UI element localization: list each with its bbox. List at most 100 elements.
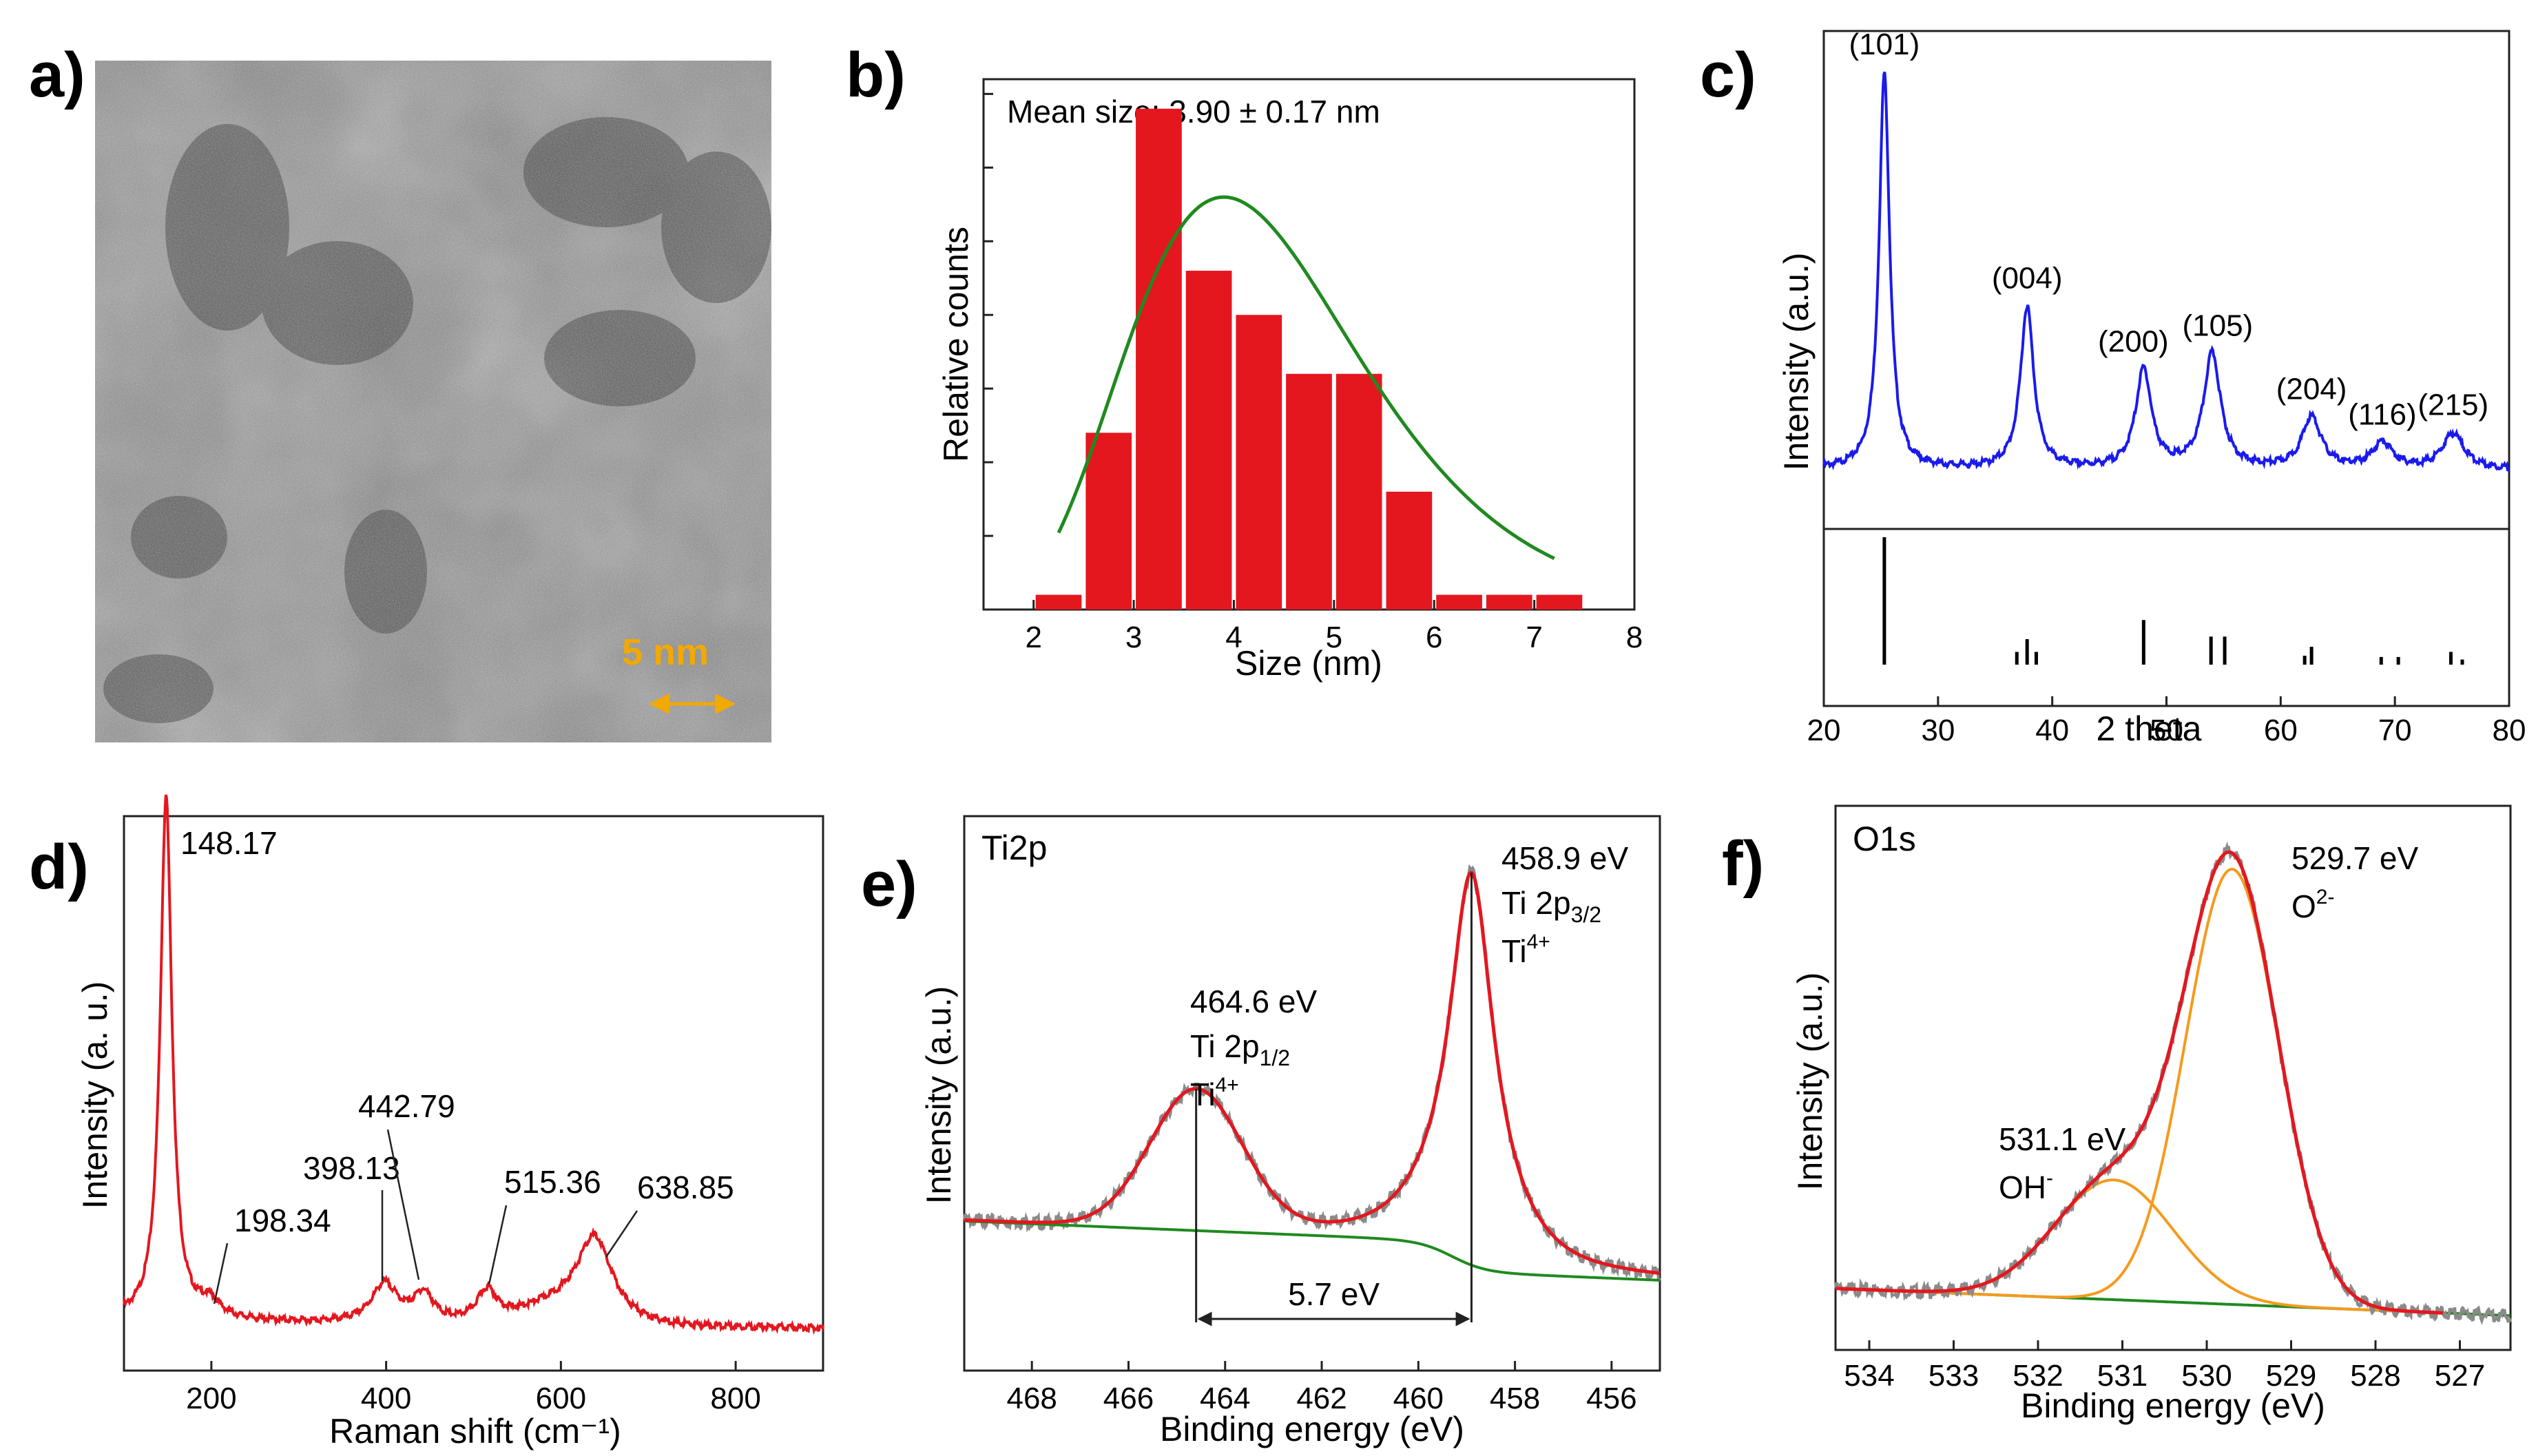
ti2p-xtick-label: 460 — [1393, 1382, 1444, 1415]
histogram-bar — [1286, 373, 1332, 610]
raman-chart: 148.17 198.34 398.13 442.79 515.36 638.85 200… — [76, 794, 824, 1450]
o1s-xtick-label: 531 — [2097, 1359, 2148, 1393]
raman-xtick-label: 600 — [536, 1382, 586, 1415]
histogram-bar — [1236, 315, 1282, 610]
xrd-xtick-label: 70 — [2378, 714, 2412, 747]
xrd-pattern — [1822, 71, 2510, 472]
ti2p-peak-ion: Ti4+ — [1501, 930, 1550, 969]
xrd-chart: (101) (004) (200) (105) (204)(116) (215) 20 30… — [1777, 28, 2526, 748]
panel-label-c: c) — [1700, 40, 1756, 110]
xrd-xtick-label: 40 — [2035, 714, 2069, 747]
panel-label-e: e) — [861, 849, 917, 919]
o1s-xtick-label: 530 — [2181, 1359, 2232, 1393]
xps-ti2p-chart: Ti2p 5.7 eV 464.6 eV Ti 2p1/2 Ti4+ 458.9 eV T… — [919, 815, 1661, 1448]
histogram-xtick-label: 6 — [1426, 621, 1442, 654]
xrd-xtick-label: 80 — [2493, 714, 2526, 747]
ti2p-title: Ti2p — [981, 829, 1047, 867]
ti2p-xtick-label: 462 — [1296, 1382, 1347, 1415]
xrd-ylabel: Intensity (a.u.) — [1777, 253, 1816, 471]
raman-peak-label: 148.17 — [180, 825, 278, 861]
o1s-peak-energy: 531.1 eV — [1999, 1121, 2125, 1157]
raman-peak-leader — [605, 1210, 638, 1258]
histogram-fit-curve — [1057, 195, 1555, 561]
o1s-oh-component — [1903, 1178, 2409, 1313]
histogram-bar — [1436, 594, 1482, 610]
scale-bar-label: 5 nm — [622, 632, 709, 673]
o1s-xtick-label: 529 — [2266, 1359, 2316, 1393]
histogram-bar — [1536, 594, 1583, 610]
mean-size-annotation: Mean size: 3.90 ± 0.17 nm — [1007, 94, 1380, 129]
histogram-xtick-label: 7 — [1526, 621, 1542, 654]
tem-image: 5 nm — [95, 61, 771, 742]
ti2p-xtick-label: 458 — [1490, 1382, 1540, 1415]
raman-spectrum — [123, 794, 824, 1335]
o1s-title: O1s — [1853, 820, 1916, 858]
histogram-bar — [1486, 594, 1532, 610]
o1s-peak-species: OH- — [1999, 1167, 2053, 1205]
xrd-peak-label: (004) — [1992, 261, 2063, 295]
raman-peak-label: 398.13 — [303, 1150, 400, 1186]
panel-label-b: b) — [846, 40, 906, 110]
o1s-xtick-label: 527 — [2435, 1359, 2485, 1393]
histogram-bar — [1386, 491, 1433, 610]
xrd-peak-label: (215) — [2418, 388, 2488, 422]
raman-peak-label: 638.85 — [637, 1169, 734, 1205]
o1s-xtick-label: 528 — [2350, 1359, 2400, 1393]
raman-xtick-label: 200 — [186, 1382, 236, 1415]
histogram-chart: Mean size: 3.90 ± 0.17 nm 2 3 4 5 6 7 8 Size (… — [937, 78, 1643, 683]
histogram-bar — [1185, 271, 1232, 610]
ti2p-raw-curve — [963, 864, 1661, 1282]
raman-xlabel: Raman shift (cm⁻¹) — [329, 1412, 621, 1450]
raman-peak-label: 442.79 — [358, 1088, 455, 1124]
histogram-bar — [1136, 108, 1182, 610]
o1s-ylabel: Intensity (a.u.) — [1791, 973, 1829, 1191]
o1s-fit-curve — [1835, 850, 2444, 1315]
xrd-peak-label: (200) — [2098, 324, 2169, 358]
xrd-peak-label: (105) — [2182, 309, 2253, 342]
ti2p-xtick-label: 468 — [1006, 1382, 1057, 1415]
raman-xtick-label: 400 — [361, 1382, 411, 1415]
histogram-bar — [1335, 373, 1382, 610]
histogram-xtick-label: 5 — [1326, 621, 1342, 654]
panel-label-f: f) — [1722, 829, 1764, 899]
ti2p-peak-orbital: Ti 2p1/2 — [1190, 1028, 1290, 1070]
histogram-bar — [1085, 433, 1132, 610]
ti2p-fit-curve — [964, 871, 1661, 1276]
xrd-peak-label: (204) — [2276, 372, 2347, 406]
raman-frame — [123, 815, 824, 1372]
raman-ylabel: Intensity (a. u.) — [76, 981, 114, 1209]
ti2p-xtick-label: 456 — [1586, 1382, 1636, 1415]
ti2p-background-curve — [964, 1219, 1660, 1282]
xrd-xtick-label: 60 — [2264, 714, 2298, 747]
o1s-xtick-label: 534 — [1844, 1359, 1894, 1393]
raman-xtick-label: 800 — [710, 1382, 760, 1415]
xrd-peak-label: (101) — [1849, 28, 1920, 61]
ti2p-xtick-label: 464 — [1200, 1382, 1250, 1415]
ti2p-xtick-label: 466 — [1103, 1382, 1154, 1415]
xrd-xtick-label: 50 — [2150, 714, 2183, 747]
o1s-xtick-label: 532 — [2013, 1359, 2063, 1393]
raman-peak-leader — [386, 1129, 420, 1280]
raman-peak-label: 198.34 — [234, 1203, 331, 1238]
o1s-frame — [1834, 804, 2512, 1351]
ti2p-frame — [963, 815, 1661, 1372]
ti2p-ylabel: Intensity (a.u.) — [919, 986, 958, 1205]
xrd-xtick-label: 30 — [1921, 714, 1955, 747]
raman-peak-leader — [488, 1205, 508, 1285]
histogram-ylabel: Relative counts — [937, 227, 975, 462]
xrd-xtick-label: 20 — [1807, 714, 1841, 747]
o1s-peak-energy: 529.7 eV — [2291, 840, 2418, 876]
histogram-xlabel: Size (nm) — [1235, 644, 1382, 683]
o1s-xtick-label: 533 — [1929, 1359, 1979, 1393]
ti2p-xlabel: Binding energy (eV) — [1160, 1410, 1464, 1448]
o1s-xlabel: Binding energy (eV) — [2021, 1386, 2325, 1425]
ti2p-peak-energy: 458.9 eV — [1501, 840, 1628, 876]
xrd-xlabel: 2 theta — [2097, 709, 2202, 748]
raman-peak-leader — [213, 1242, 229, 1304]
panel-label-a: a) — [29, 40, 85, 110]
raman-peak-label: 515.36 — [504, 1164, 601, 1200]
xrd-peak-label: (116) — [2348, 398, 2416, 432]
histogram-xtick-label: 4 — [1225, 621, 1242, 654]
histogram-xtick-label: 2 — [1025, 621, 1041, 654]
